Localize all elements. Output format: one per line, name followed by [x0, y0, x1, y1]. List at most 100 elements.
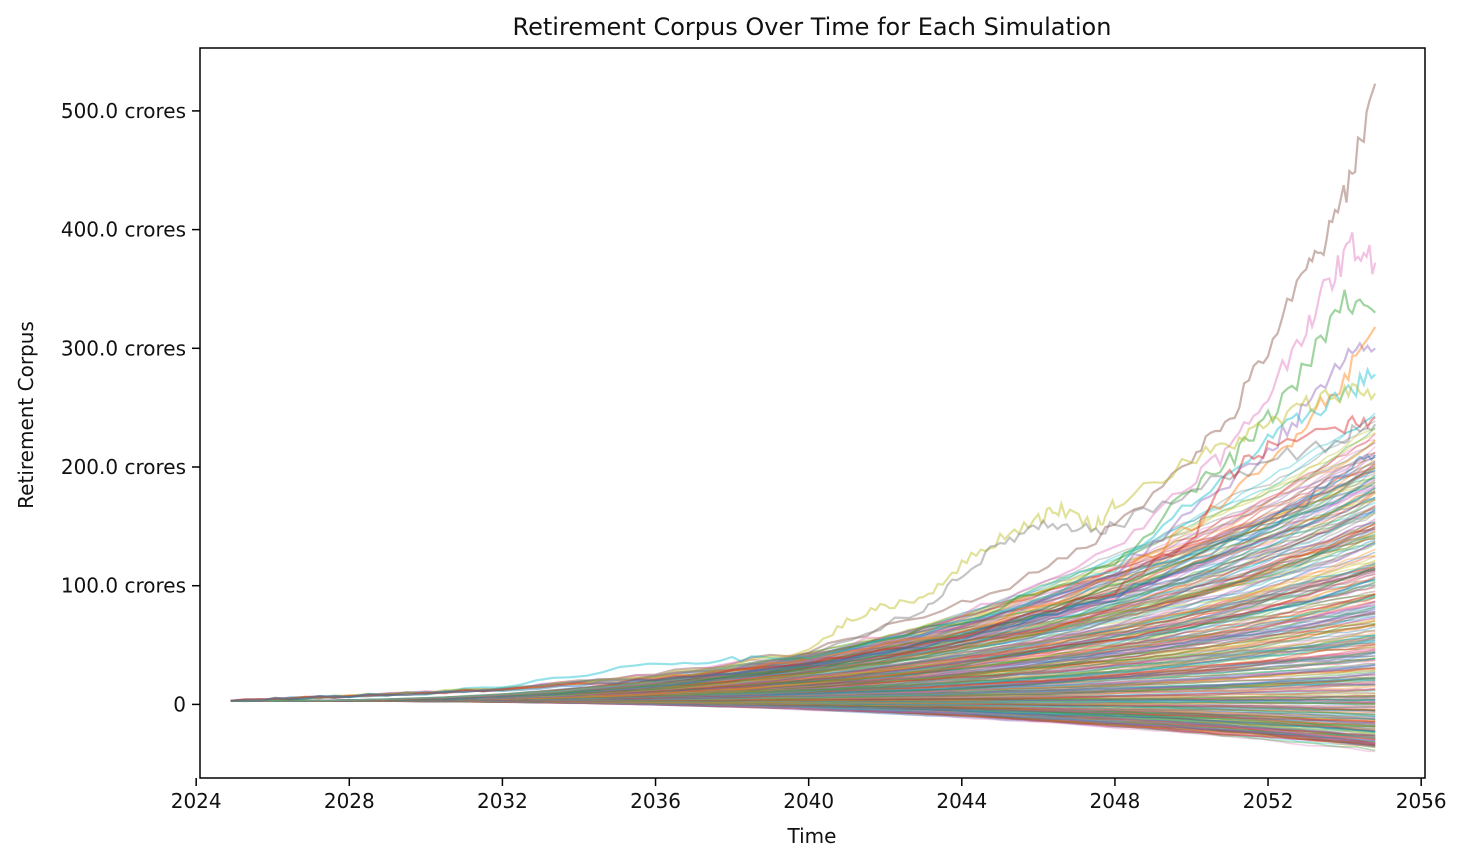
simulation-line	[230, 699, 1376, 723]
simulation-line	[230, 681, 1376, 702]
simulation-line	[230, 610, 1376, 702]
simulation-line	[230, 654, 1376, 702]
simulation-line	[230, 446, 1376, 702]
simulation-line	[230, 699, 1376, 732]
simulation-line	[230, 543, 1376, 702]
simulation-line	[230, 683, 1376, 702]
simulation-line	[230, 650, 1376, 702]
y-tick-label: 500.0 crores	[61, 99, 186, 123]
simulation-line	[230, 629, 1376, 702]
simulation-line	[230, 699, 1376, 706]
simulation-line	[230, 689, 1376, 702]
simulation-line	[230, 699, 1376, 745]
simulation-line	[230, 666, 1376, 702]
simulation-line	[230, 699, 1376, 716]
simulation-line	[230, 567, 1376, 702]
simulation-line	[230, 441, 1376, 702]
simulation-line	[230, 567, 1376, 702]
simulation-line	[230, 635, 1376, 702]
simulation-line	[230, 699, 1376, 727]
simulation-band	[230, 412, 1376, 753]
simulation-line	[230, 699, 1376, 705]
simulation-line	[230, 555, 1376, 702]
y-tick-label: 100.0 crores	[61, 574, 186, 598]
simulation-line	[230, 699, 1376, 746]
simulation-line	[230, 679, 1376, 702]
simulation-line	[230, 658, 1376, 702]
simulation-line	[230, 456, 1376, 702]
simulation-line	[230, 671, 1376, 702]
simulation-line	[230, 523, 1376, 702]
simulation-line	[230, 699, 1376, 747]
simulation-line	[230, 699, 1376, 723]
simulation-line	[230, 510, 1376, 702]
simulation-line	[230, 439, 1376, 702]
simulation-line	[230, 651, 1376, 702]
simulation-line	[230, 570, 1376, 702]
simulation-line	[230, 695, 1376, 702]
simulation-line	[230, 699, 1376, 721]
simulation-line	[230, 601, 1376, 702]
simulation-line	[230, 646, 1376, 702]
simulation-line	[230, 691, 1376, 702]
simulation-line	[230, 577, 1376, 702]
simulation-line	[230, 630, 1376, 702]
simulation-line	[230, 699, 1376, 738]
simulation-line	[230, 510, 1376, 702]
simulation-line	[230, 699, 1376, 745]
simulation-line	[230, 688, 1376, 702]
simulation-line	[230, 699, 1376, 742]
simulation-line	[230, 699, 1376, 745]
simulation-line	[230, 569, 1376, 702]
simulation-line	[230, 527, 1376, 702]
simulation-line	[230, 567, 1376, 702]
simulation-line	[230, 699, 1376, 719]
simulation-line	[230, 699, 1376, 730]
simulation-line	[230, 569, 1376, 702]
simulation-line	[230, 595, 1376, 702]
simulation-line	[230, 684, 1376, 702]
x-tick-label: 2036	[630, 789, 681, 813]
simulation-line	[230, 699, 1376, 736]
simulation-line	[230, 635, 1376, 702]
simulation-line	[230, 641, 1376, 702]
simulation-line	[230, 697, 1376, 702]
simulation-line	[230, 596, 1376, 702]
simulation-line	[230, 604, 1376, 702]
simulation-line	[230, 699, 1376, 732]
simulation-line	[230, 487, 1376, 702]
simulation-line	[230, 492, 1376, 702]
simulation-line	[230, 640, 1376, 702]
simulation-line	[230, 699, 1376, 727]
simulation-line	[230, 466, 1376, 702]
simulation-line	[230, 699, 1376, 721]
simulation-line	[230, 699, 1376, 749]
simulation-line	[230, 699, 1376, 742]
simulation-line	[230, 533, 1376, 702]
simulation-line	[230, 682, 1376, 702]
simulation-line	[230, 676, 1376, 702]
simulation-line	[230, 667, 1376, 702]
simulation-line	[230, 699, 1376, 720]
simulation-line	[230, 522, 1376, 702]
simulation-line	[230, 496, 1376, 702]
simulation-line	[230, 655, 1376, 702]
simulation-line	[230, 525, 1376, 702]
simulation-line	[230, 596, 1376, 702]
simulation-line	[230, 613, 1376, 702]
simulation-line	[230, 594, 1376, 702]
simulation-line	[230, 698, 1376, 703]
simulation-line	[230, 650, 1376, 702]
simulation-line	[230, 584, 1376, 702]
simulation-line	[230, 617, 1376, 702]
simulation-line	[230, 651, 1376, 702]
simulation-line	[230, 689, 1376, 702]
simulation-line	[230, 699, 1376, 717]
simulation-line	[230, 633, 1376, 702]
simulation-line	[230, 699, 1376, 732]
simulation-line	[230, 620, 1376, 702]
simulation-line	[230, 528, 1376, 702]
simulation-line	[230, 699, 1376, 726]
simulation-line	[230, 648, 1376, 702]
simulation-line	[230, 489, 1376, 702]
